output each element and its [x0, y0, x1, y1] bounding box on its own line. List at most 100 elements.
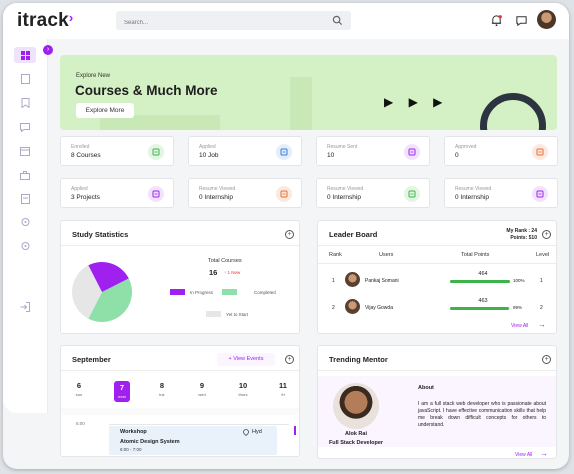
points-progress-bar [450, 307, 510, 310]
day-weekday: wed [198, 392, 206, 397]
calendar-month: September [72, 355, 111, 364]
study-statistics-card: Study Statistics + Total Courses 16 ↑ 1 … [60, 220, 300, 334]
table-row[interactable]: 1 Pankaj Somani 464 100% 1 [318, 271, 556, 294]
column-header-points: Total Points [461, 252, 490, 258]
people-icon [532, 186, 548, 202]
day-weekday: mon [118, 394, 126, 399]
leaderboard-view-all-link[interactable]: View All [511, 323, 529, 329]
scrollbar[interactable] [294, 426, 296, 435]
mentor-name: Alok Rai [344, 431, 367, 437]
search-icon[interactable] [332, 15, 343, 26]
calendar-day[interactable]: 11 fri [275, 381, 291, 397]
trending-mentor-card: Trending Mentor + Alok Rai Full Stack De… [317, 345, 557, 459]
stat-label: Resume Viewed [455, 186, 492, 192]
calendar-day[interactable]: 7 mon [114, 381, 130, 402]
bell-icon[interactable] [490, 14, 503, 27]
study-pie-chart [72, 262, 132, 322]
my-points: Points: 510 [510, 235, 537, 241]
sidebar-item-places[interactable] [14, 239, 36, 255]
stat-card[interactable]: Approved 0 [444, 136, 558, 166]
stat-card[interactable]: Applied 10 Job [188, 136, 302, 166]
graduation-cap-icon [276, 144, 292, 160]
pie-slice-in-progress [88, 262, 129, 292]
stat-label: Applied [71, 186, 88, 192]
event-location: Hyd [252, 429, 262, 435]
dashboard-icon [20, 50, 30, 60]
sidebar-toggle-button[interactable]: › [43, 45, 53, 55]
sidebar-item-calendar[interactable] [14, 143, 36, 159]
stat-card[interactable]: Enrolled 8 Courses [60, 136, 174, 166]
stat-label: Resume Viewed [199, 186, 236, 192]
row-user-name[interactable]: Vijay Gowda [365, 305, 393, 311]
stat-card[interactable]: Resume Viewed 0 Internship [188, 178, 302, 208]
banner-title: Courses & Much More [75, 83, 218, 98]
arrow-right-icon[interactable]: → [538, 320, 546, 329]
add-icon[interactable]: + [285, 355, 294, 364]
sidebar [3, 39, 48, 413]
user-avatar [345, 272, 360, 287]
view-events-button[interactable]: + View Events [217, 353, 275, 366]
stat-card[interactable]: Applied 3 Projects [60, 178, 174, 208]
calendar-day[interactable]: 6 sun [71, 381, 87, 397]
row-points: 464 [478, 271, 488, 277]
top-bar: itrack› [3, 3, 569, 39]
stat-value: 10 Job [199, 152, 219, 159]
user-avatar[interactable] [537, 10, 556, 29]
leader-board-card: Leader Board My Rank : 24 Points: 510 + … [317, 220, 557, 334]
stat-label: Resume Viewed [327, 186, 364, 192]
calendar-day[interactable]: 10 thurs [235, 381, 251, 397]
mentor-avatar[interactable] [333, 383, 379, 429]
stat-card[interactable]: Resume Viewed 0 Internship [444, 178, 558, 208]
day-number: 8 [159, 381, 165, 390]
add-icon[interactable]: + [542, 230, 551, 239]
app-frame: itrack› › Explore New Courses & Much Mor… [3, 3, 569, 469]
add-icon[interactable]: + [542, 355, 551, 364]
day-weekday: tue [159, 392, 165, 397]
legend-yet-to-start: Yet to Start [226, 312, 249, 317]
mentor-role: Full Stack Developer [328, 440, 384, 446]
book-icon [148, 144, 164, 160]
calendar-day[interactable]: 9 wed [194, 381, 210, 397]
sidebar-item-messages[interactable] [14, 119, 36, 135]
sidebar-item-dashboard[interactable] [14, 47, 36, 63]
explore-more-button[interactable]: Explore More [76, 103, 134, 118]
stat-card[interactable]: Resume Sent 10 [316, 136, 430, 166]
day-number: 9 [199, 381, 205, 390]
sidebar-item-reports[interactable] [14, 191, 36, 207]
sidebar-item-documents[interactable] [14, 71, 36, 87]
location-icon [21, 218, 29, 226]
stat-value: 0 Internship [455, 194, 489, 201]
add-icon[interactable]: + [285, 230, 294, 239]
sidebar-item-jobs[interactable] [14, 167, 36, 183]
event-card[interactable]: Workshop Hyd Atomic Design System 6:00 -… [109, 426, 277, 455]
calendar-card: September + View Events + 6 sun 7 mon 8 tue 9 w… [60, 345, 300, 457]
document-icon [404, 144, 420, 160]
arrow-right-icon[interactable]: → [540, 449, 548, 458]
stat-value: 3 Projects [71, 194, 100, 201]
sidebar-item-location[interactable] [14, 215, 36, 231]
sidebar-item-bookmarks[interactable] [14, 95, 36, 111]
column-header-rank: Rank [329, 252, 342, 258]
search-bar[interactable] [116, 11, 351, 33]
sidebar-item-logout[interactable] [14, 299, 36, 315]
day-number: 11 [279, 381, 287, 390]
search-input[interactable] [116, 13, 316, 33]
mentor-view-all-link[interactable]: View All [515, 452, 533, 458]
table-row[interactable]: 2 Vijay Gowda 463 99% 2 [318, 298, 556, 321]
stat-value: 10 [327, 152, 335, 159]
row-user-name[interactable]: Pankaj Somani [365, 278, 399, 284]
stat-card[interactable]: Resume Viewed 0 Internship [316, 178, 430, 208]
points-progress-bar [450, 280, 510, 283]
bookmark-icon [21, 98, 29, 108]
pin-icon [21, 242, 29, 250]
event-name: Atomic Design System [120, 439, 180, 445]
row-level: 1 [540, 278, 543, 284]
day-weekday: sun [75, 392, 83, 397]
calendar-icon [20, 147, 30, 156]
logo[interactable]: itrack› [17, 10, 74, 31]
chat-icon[interactable] [515, 14, 528, 27]
stat-value: 8 Courses [71, 152, 101, 159]
stat-label: Resume Sent [327, 144, 358, 150]
calendar-day[interactable]: 8 tue [154, 381, 170, 397]
banner-eyebrow: Explore New [76, 73, 111, 79]
